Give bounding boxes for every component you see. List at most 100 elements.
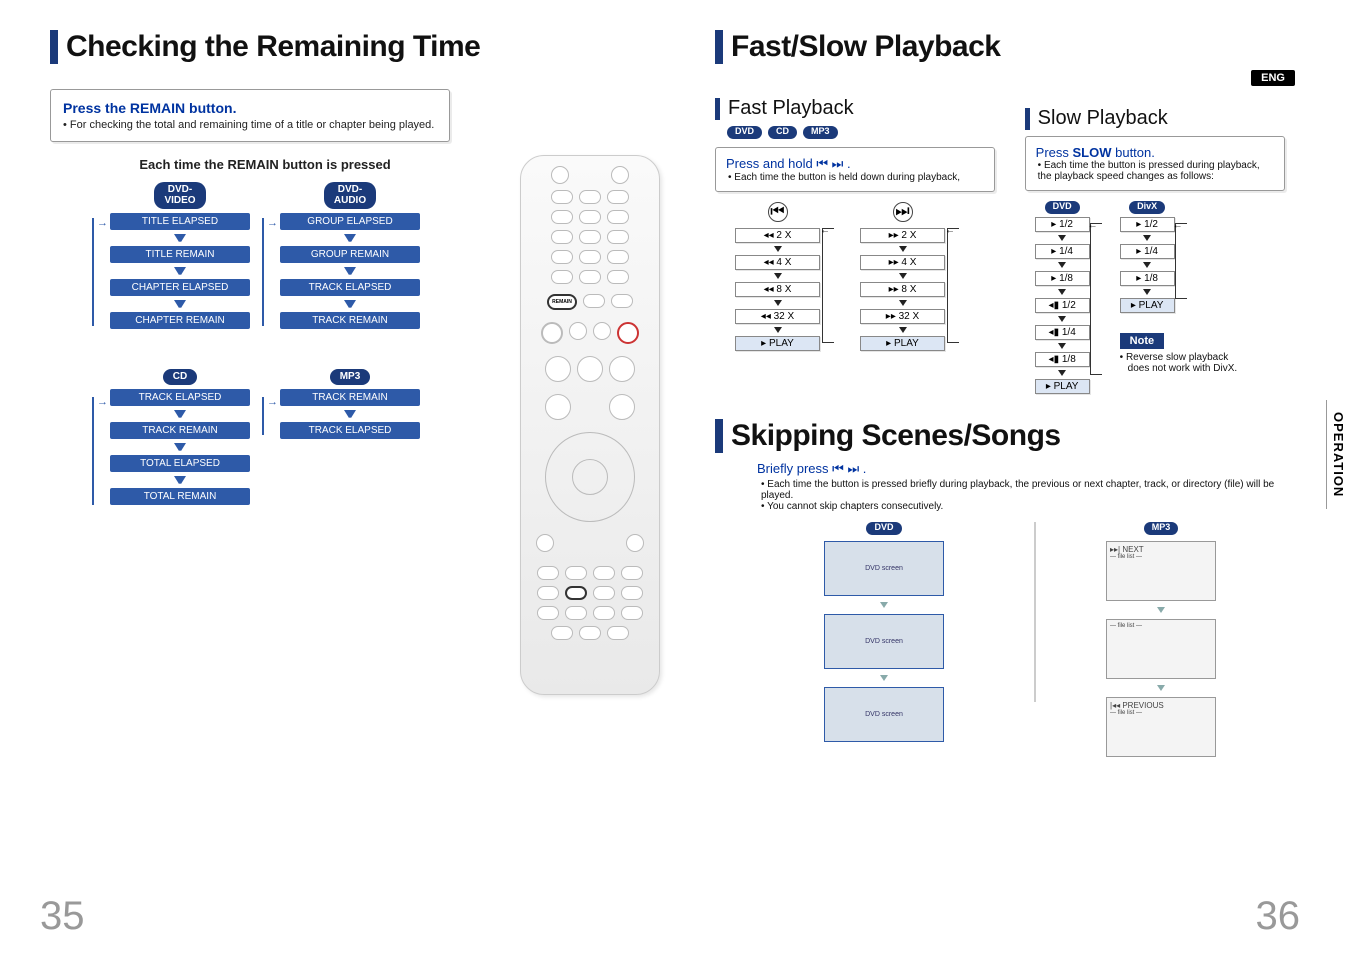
flow-item: GROUP ELAPSED [280, 213, 420, 230]
dvd-slow-flow: DVD ▸ 1/2 ▸ 1/4 ▸ 1/8 ◂▮ 1/2 ◂▮ 1/4 ◂▮ 1… [1035, 201, 1090, 394]
flow-dvd-video: DVD- VIDEO TITLE ELAPSED TITLE REMAIN CH… [110, 182, 250, 329]
dvd-screenshot-3: DVD screen [824, 687, 944, 742]
slow-stage: ▸ 1/4 [1120, 244, 1175, 259]
speed-stage: ▸▸ 32 X [860, 309, 945, 324]
flow-row-1: DVD- VIDEO TITLE ELAPSED TITLE REMAIN CH… [50, 182, 480, 329]
slow-desc: Each time the button is pressed during p… [1038, 160, 1274, 182]
note-label: Note [1120, 333, 1164, 349]
skip-b2: You cannot skip chapters consecutively. [761, 501, 1295, 512]
flow-item: CHAPTER ELAPSED [110, 279, 250, 296]
skip-back-icon: ⏮ [816, 156, 828, 171]
arrow-down-icon [345, 234, 355, 242]
fast-instr: Press and hold ⏮ ⏭ . [726, 156, 984, 172]
skip-back-icon: ⏮ [832, 461, 844, 476]
speed-stage-play: ▸ PLAY [735, 336, 820, 351]
dvd-screenshot-1: DVD screen [824, 541, 944, 596]
loop-line [947, 228, 959, 343]
slow-stage: ▸ 1/8 [1120, 271, 1175, 286]
arrow-down-icon [175, 476, 185, 484]
flow-item: TRACK REMAIN [280, 312, 420, 329]
mp3-next-label: ▸▸| NEXT [1110, 545, 1212, 554]
vertical-divider [1034, 522, 1036, 702]
rev-speed-flow: ◂◂ 2 X ◂◂ 4 X ◂◂ 8 X ◂◂ 32 X ▸ PLAY ← [735, 228, 820, 351]
skip-dvd-col: DVD DVD screen DVD screen DVD screen [824, 522, 944, 757]
speed-stage: ▸▸ 2 X [860, 228, 945, 243]
skip-fwd-icon: ⏭ [847, 461, 859, 476]
flow-item: TITLE REMAIN [110, 246, 250, 263]
heading-bar [715, 419, 723, 453]
mp3-screenshot-3: |◂◂ PREVIOUS — file list — [1106, 697, 1216, 757]
pill-dvd-video: DVD- VIDEO [154, 182, 205, 209]
loop-arrow [262, 397, 264, 435]
sub-bar [715, 98, 720, 120]
left-title: Checking the Remaining Time [66, 30, 480, 64]
loop-arrow [262, 218, 264, 326]
fast-callout: Press and hold ⏮ ⏭ . Each time the butto… [715, 147, 995, 192]
slow-speed-columns: DVD ▸ 1/2 ▸ 1/4 ▸ 1/8 ◂▮ 1/2 ◂▮ 1/4 ◂▮ 1… [1035, 201, 1295, 394]
remain-callout-title: Press the REMAIN button. [63, 100, 437, 116]
remain-callout-desc: For checking the total and remaining tim… [63, 119, 437, 131]
page-number-35: 35 [40, 894, 85, 939]
fwd-speed-flow: ▸▸ 2 X ▸▸ 4 X ▸▸ 8 X ▸▸ 32 X ▸ PLAY ← [860, 228, 945, 351]
arrow-down-icon [175, 267, 185, 275]
skip-instr: Briefly press ⏮ ⏭ . [757, 461, 1295, 477]
right-section-heading-1: Fast/Slow Playback [715, 30, 1295, 64]
slow-stage: ▸ 1/4 [1035, 244, 1090, 259]
flow-item: TRACK ELAPSED [110, 389, 250, 406]
flow-mp3: MP3 TRACK REMAIN TRACK ELAPSED → [280, 369, 420, 505]
speed-stage: ▸▸ 4 X [860, 255, 945, 270]
fast-format-pills: DVD CD MP3 [727, 126, 1005, 139]
page-number-36: 36 [1256, 894, 1301, 939]
speed-stage: ▸▸ 8 X [860, 282, 945, 297]
lang-badge: ENG [1251, 70, 1295, 86]
pill-dvd: DVD [727, 126, 762, 139]
slow-stage: ◂▮ 1/4 [1035, 325, 1090, 340]
pill-dvd: DVD [1045, 201, 1080, 214]
remain-subheader: Each time the REMAIN button is pressed [50, 157, 480, 172]
flow-item: TOTAL ELAPSED [110, 455, 250, 472]
fast-speed-columns: ⏮ ◂◂ 2 X ◂◂ 4 X ◂◂ 8 X ◂◂ 32 X ▸ PLAY ← [735, 202, 1005, 351]
remain-callout: Press the REMAIN button. For checking th… [50, 89, 450, 142]
pill-cd: CD [768, 126, 797, 139]
arrow-down-icon [175, 410, 185, 418]
arrow-down-icon [175, 300, 185, 308]
slow-instr: Press SLOW button. [1036, 145, 1274, 160]
loop-line [1090, 223, 1102, 375]
sub-bar [1025, 108, 1030, 130]
heading-bar [715, 30, 723, 64]
pill-mp3: MP3 [330, 369, 371, 385]
slow-stage: ▸ 1/2 [1120, 217, 1175, 232]
skip-images-row: DVD DVD screen DVD screen DVD screen MP3… [745, 522, 1295, 757]
skip-mp3-col: MP3 ▸▸| NEXT — file list — — file list —… [1106, 522, 1216, 757]
slow-stage: ▸ 1/8 [1035, 271, 1090, 286]
flow-item: TRACK REMAIN [110, 422, 250, 439]
slow-stage: ◂▮ 1/8 [1035, 352, 1090, 367]
skip-fwd-button-icon: ⏭ [893, 202, 913, 222]
pill-cd: CD [163, 369, 197, 385]
arrow-down-icon [175, 234, 185, 242]
fast-heading: Fast Playback [715, 97, 1005, 120]
arrow-down-icon [345, 300, 355, 308]
flow-item: GROUP REMAIN [280, 246, 420, 263]
remote-control-diagram: REMAIN [520, 155, 660, 695]
speed-stage: ◂◂ 4 X [735, 255, 820, 270]
flow-item: TRACK REMAIN [280, 389, 420, 406]
slow-stage: ▸ 1/2 [1035, 217, 1090, 232]
flow-item: TRACK ELAPSED [280, 422, 420, 439]
speed-stage: ◂◂ 32 X [735, 309, 820, 324]
pill-mp3: MP3 [803, 126, 838, 139]
loop-arrow [92, 397, 94, 505]
flow-item: TRACK ELAPSED [280, 279, 420, 296]
pill-dvd: DVD [866, 522, 901, 535]
slow-playback-block: Slow Playback Press SLOW button. Each ti… [1025, 89, 1295, 394]
note-text: • Reverse slow playback [1120, 352, 1238, 363]
mp3-screenshot-2: — file list — [1106, 619, 1216, 679]
fast-playback-block: Fast Playback DVD CD MP3 Press and hold … [715, 89, 1005, 394]
page-spread: Checking the Remaining Time Press the RE… [0, 0, 1350, 954]
page-36: Fast/Slow Playback ENG OPERATION Fast Pl… [675, 0, 1350, 954]
left-section-heading: Checking the Remaining Time [50, 30, 645, 64]
arrow-down-icon [345, 410, 355, 418]
right-title-1: Fast/Slow Playback [731, 30, 1000, 64]
flow-item: TITLE ELAPSED [110, 213, 250, 230]
note-text-2: does not work with DivX. [1128, 363, 1238, 374]
